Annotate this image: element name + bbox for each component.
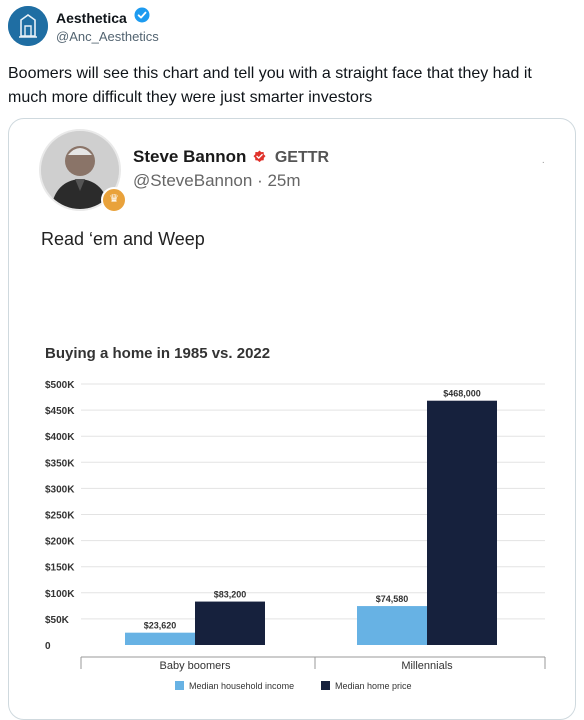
tweet-text: Boomers will see this chart and tell you…	[8, 65, 532, 106]
y-tick-label: $400K	[45, 432, 75, 443]
embedded-image-card[interactable]: ♛ Steve Bannon GETTR @SteveBannon · 25m …	[8, 118, 576, 720]
category-label: Baby boomers	[160, 660, 231, 672]
y-tick-label: $150K	[45, 563, 75, 574]
data-label: $74,580	[376, 594, 409, 604]
account-handle[interactable]: @Anc_Aesthetics	[56, 29, 159, 44]
gettr-badge-icon	[253, 148, 266, 168]
y-tick-label: $300K	[45, 484, 75, 495]
tweet-header: Aesthetica @Anc_Aesthetics	[8, 6, 578, 54]
y-tick-label: $450K	[45, 406, 75, 417]
bar-income	[125, 632, 195, 645]
bar-home-price	[427, 400, 497, 645]
embedded-author-name: Steve Bannon	[133, 147, 247, 166]
y-tick-label: $200K	[45, 537, 75, 548]
legend-label: Median household income	[189, 681, 294, 691]
data-label: $23,620	[144, 621, 177, 631]
legend-swatch	[175, 681, 184, 690]
more-dot-icon: ·	[541, 157, 545, 168]
statue-icon	[8, 6, 48, 46]
account-display-name[interactable]: Aesthetica	[56, 9, 127, 26]
y-tick-label: 0	[45, 641, 51, 652]
data-label: $468,000	[443, 389, 481, 399]
embedded-handle-time: @SteveBannon · 25m	[133, 171, 301, 190]
category-label: Millennials	[401, 660, 453, 672]
bar-chart: 0 $50K $100K $150K $200K $250K $300K $350K $400K…	[45, 380, 546, 691]
verified-badge-icon	[134, 7, 150, 28]
y-tick-label: $350K	[45, 458, 75, 469]
y-tick-label: $500K	[45, 380, 75, 391]
y-tick-label: $50K	[45, 615, 70, 626]
bar-home-price	[195, 601, 265, 645]
bar-income	[357, 606, 427, 645]
chart-title: Buying a home in 1985 vs. 2022	[45, 345, 271, 362]
legend-label: Median home price	[335, 681, 412, 691]
embedded-post-text: Read ‘em and Weep	[41, 229, 205, 249]
medal-icon: ♛	[101, 187, 127, 213]
y-tick-label: $100K	[45, 589, 75, 600]
account-avatar[interactable]	[8, 6, 48, 46]
legend-swatch	[321, 681, 330, 690]
embedded-platform-label: GETTR	[274, 149, 330, 166]
y-tick-label: $250K	[45, 511, 75, 522]
data-label: $83,200	[214, 590, 247, 600]
